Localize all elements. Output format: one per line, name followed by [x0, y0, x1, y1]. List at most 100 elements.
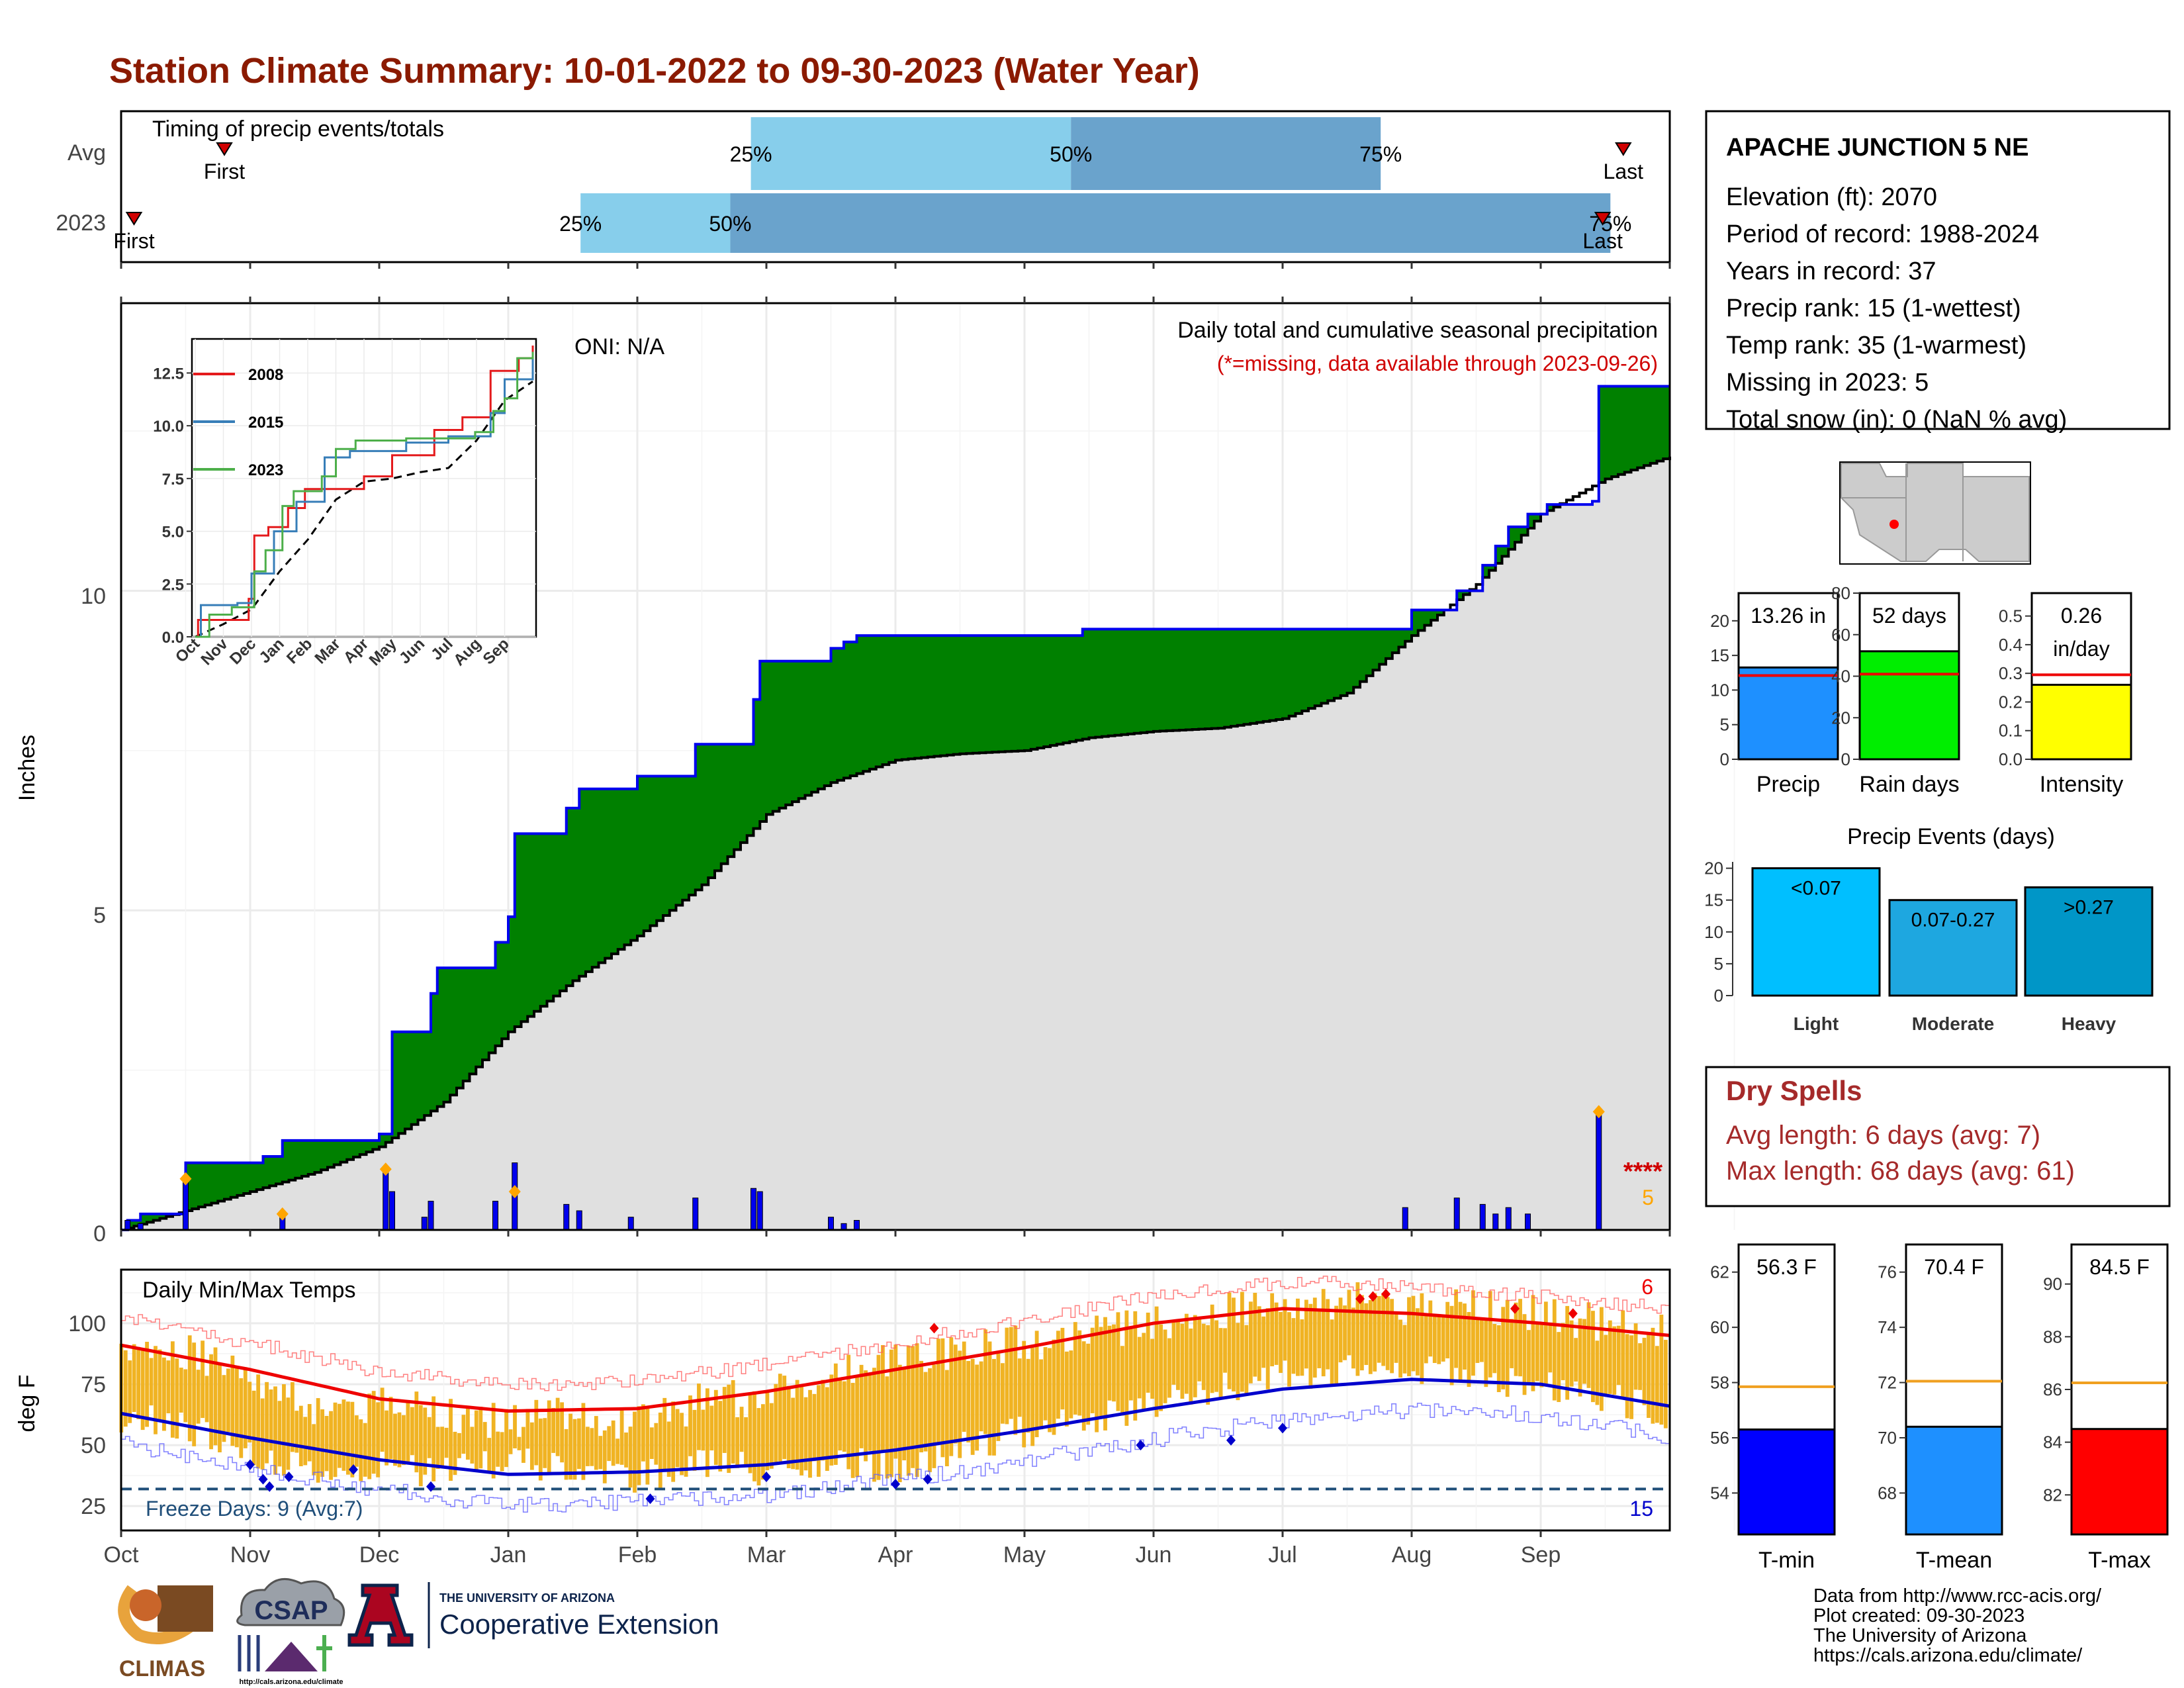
daily-temp-range-bar [338, 1403, 341, 1468]
events-range-0: <0.07 [1791, 878, 1841, 900]
daily-temp-range-bar [491, 1403, 496, 1479]
daily-temp-range-bar [1621, 1310, 1625, 1397]
inset-legend-label-2008: 2008 [248, 366, 283, 384]
daily-temp-range-bar [128, 1360, 132, 1423]
daily-temp-range-bar [1312, 1297, 1317, 1378]
daily-temp-range-bar [269, 1389, 273, 1451]
stat-bar-2 [2030, 683, 2132, 761]
daily-temp-range-bar [341, 1399, 346, 1471]
daily-temp-range-bar [414, 1391, 419, 1473]
daily-temp-range-bar [1056, 1331, 1060, 1419]
daily-temp-range-bar [1373, 1293, 1377, 1372]
daily-temp-range-bar [1471, 1290, 1475, 1376]
temp-yticks: 25 50 75 100 [68, 1311, 106, 1519]
average-cumulative-line [121, 456, 1671, 1231]
stat-label-1: Rain days [1859, 772, 1959, 797]
daily-temp-range-bar [1197, 1317, 1202, 1382]
timing-row-2023-label: 2023 [56, 211, 106, 236]
stat-tick-label: 0.1 [1999, 721, 2023, 741]
daily-temp-range-bar [1578, 1318, 1582, 1397]
timing-row-avg-label: Avg [68, 140, 106, 165]
daily-temp-range-bar [457, 1432, 461, 1458]
inset-ytick-label: 12.5 [153, 365, 184, 383]
temp-stat-tick-label: 60 [1710, 1317, 1729, 1337]
daily-temp-range-bar [145, 1341, 149, 1427]
daily-temp-range-bar [619, 1407, 624, 1465]
temp-stat-tick-label: 72 [1878, 1373, 1897, 1393]
daily-temp-range-bar [1642, 1337, 1647, 1405]
daily-temp-range-bar [1026, 1358, 1030, 1433]
daily-temp-range-bar [513, 1405, 517, 1448]
daily-temp-range-bar [1120, 1346, 1124, 1416]
daily-temp-range-bar [170, 1341, 175, 1438]
daily-temp-range-bar [465, 1407, 470, 1460]
daily-temp-range-bar [825, 1387, 829, 1472]
daily-temp-range-bar [239, 1378, 244, 1458]
daily-temp-range-bar [1475, 1319, 1480, 1363]
daily-temp-range-bar [205, 1376, 209, 1423]
daily-temp-range-bar [402, 1415, 406, 1466]
daily-temp-range-bar [688, 1395, 692, 1456]
daily-temp-range-bar [435, 1427, 440, 1470]
stat-tick-label: 0.4 [1999, 635, 2023, 655]
daily-temp-range-bar [1402, 1325, 1407, 1374]
timing-first-marker-2023 [125, 212, 143, 226]
temp-stat-tick-label: 76 [1878, 1262, 1897, 1282]
daily-precip-bar [1596, 1111, 1602, 1231]
record-low-diamond [246, 1459, 255, 1470]
daily-temp-range-bar [1505, 1299, 1510, 1397]
daily-temp-range-bar [1030, 1347, 1035, 1446]
timing-bar-q2-Avg [751, 117, 1071, 190]
daily-temp-range-bar [1128, 1326, 1133, 1401]
daily-temp-range-bar [1048, 1348, 1052, 1432]
month-label: Oct [104, 1542, 139, 1568]
daily-temp-range-bar [872, 1368, 876, 1482]
daily-temp-range-bar [1321, 1289, 1326, 1377]
daily-temp-range-bar [234, 1366, 239, 1448]
ua-logo-top: THE UNIVERSITY OF ARIZONA [439, 1591, 615, 1605]
month-label: Feb [618, 1542, 657, 1568]
daily-temp-range-bar [1279, 1311, 1283, 1374]
daily-temp-range-bar [1428, 1300, 1433, 1357]
daily-temp-range-bar [782, 1376, 787, 1460]
daily-temp-range-bar [1591, 1311, 1595, 1403]
daily-temp-range-bar [1095, 1315, 1099, 1432]
daily-temp-range-bar [1552, 1299, 1557, 1401]
stat-tick-label: 5 [1720, 715, 1729, 735]
stat-tick-label: 0.5 [1999, 606, 2023, 626]
daily-precip-bar [756, 1191, 763, 1231]
daily-temp-range-bar [1214, 1320, 1219, 1392]
daily-temp-range-bar [739, 1407, 744, 1452]
average-max-line [120, 1307, 1670, 1413]
daily-temp-range-bar [585, 1427, 590, 1466]
daily-temp-range-bar [1539, 1324, 1544, 1387]
footer-credit-line: Plot created: 09-30-2023 [1813, 1605, 2025, 1626]
hot-days-count: 6 [1641, 1275, 1653, 1299]
daily-temp-range-bar [821, 1380, 825, 1461]
inset-legend-label-2023: 2023 [248, 461, 283, 479]
month-label: Apr [878, 1542, 913, 1568]
daily-temp-range-bar [500, 1432, 504, 1472]
timing-bars: 25% 50% 75% First Last 25% 50% 75% First Last [113, 117, 1671, 269]
events-label-1: Moderate [1912, 1013, 1994, 1034]
csap-cloud [236, 1578, 345, 1626]
daily-temp-range-bar [1488, 1291, 1492, 1378]
daily-temp-range-bar [1064, 1351, 1069, 1427]
daily-temp-range-bar [1218, 1328, 1223, 1399]
daily-temp-range-bar [1437, 1314, 1441, 1364]
precip-marker-diamond [508, 1185, 521, 1199]
timing-pct-2023-2: 75% [1589, 212, 1631, 236]
daily-temp-range-bar [1416, 1308, 1420, 1376]
inset-series-2015 [195, 352, 534, 638]
daily-temp-range-bar [962, 1341, 966, 1432]
month-label: Jul [1268, 1542, 1297, 1568]
daily-temp-range-bar [662, 1397, 667, 1472]
daily-temp-range-bar [1359, 1295, 1364, 1371]
daily-temp-range-bar [538, 1418, 543, 1481]
events-panel: Precip Events (days) 05101520<0.07Light0… [1704, 824, 2154, 1034]
daily-temp-range-bar [1638, 1343, 1642, 1390]
daily-temp-range-bar [1232, 1297, 1236, 1391]
daily-temp-range-bar [154, 1346, 158, 1434]
daily-temp-range-bar [958, 1350, 962, 1458]
